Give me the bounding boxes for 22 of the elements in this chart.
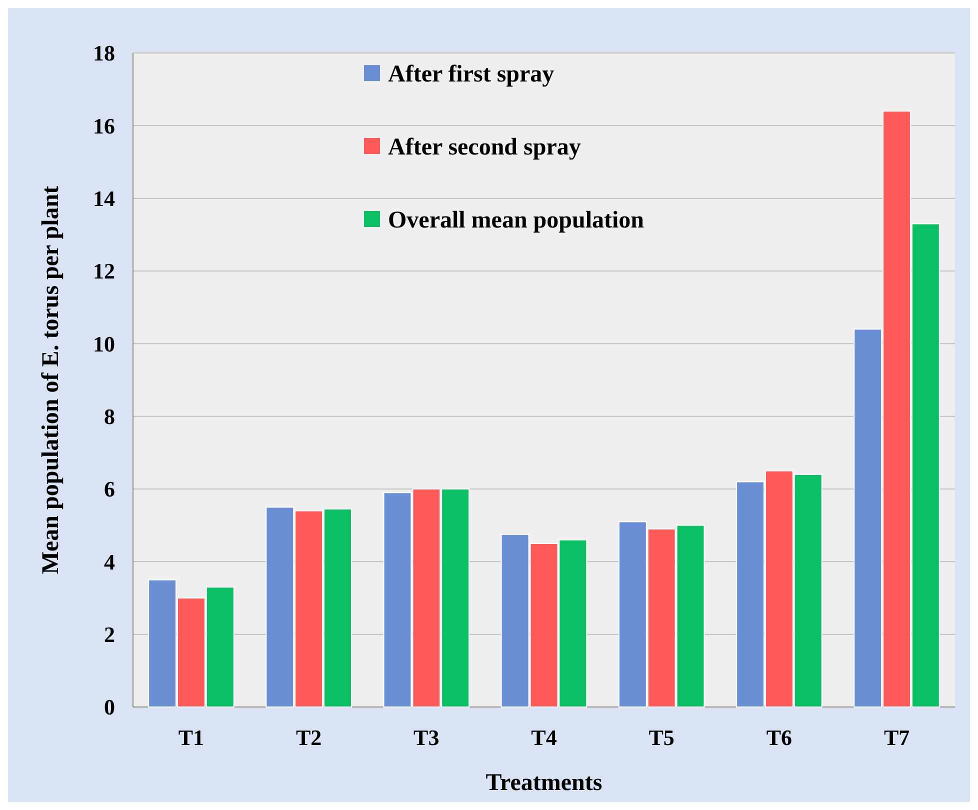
y-tick-label: 0 xyxy=(104,694,115,720)
x-tick-label: T6 xyxy=(766,725,792,750)
x-tick-label: T5 xyxy=(648,725,674,750)
legend-label: Overall mean population xyxy=(388,207,644,234)
y-tick-label: 12 xyxy=(93,258,115,284)
legend-label: After second spray xyxy=(388,134,581,160)
y-tick-label: 2 xyxy=(104,622,115,648)
y-tick-label: 10 xyxy=(93,331,115,356)
x-tick-label: T3 xyxy=(414,725,440,750)
legend-label: After first spray xyxy=(388,61,554,88)
y-tick-label: 14 xyxy=(93,186,115,212)
x-tick-label: T2 xyxy=(296,725,322,750)
y-tick-label: 6 xyxy=(104,476,115,502)
x-tick-label: T1 xyxy=(178,725,204,750)
y-tick-label: 4 xyxy=(104,549,115,574)
y-tick-label: 8 xyxy=(104,404,115,430)
x-tick-label: T4 xyxy=(531,725,557,750)
y-tick-label: 16 xyxy=(93,113,115,138)
y-axis-title: Mean population of E. torus per plant xyxy=(38,186,64,574)
x-tick-label: T7 xyxy=(884,725,910,750)
y-tick-label: 18 xyxy=(93,40,115,66)
x-axis-title: Treatments xyxy=(486,770,602,796)
